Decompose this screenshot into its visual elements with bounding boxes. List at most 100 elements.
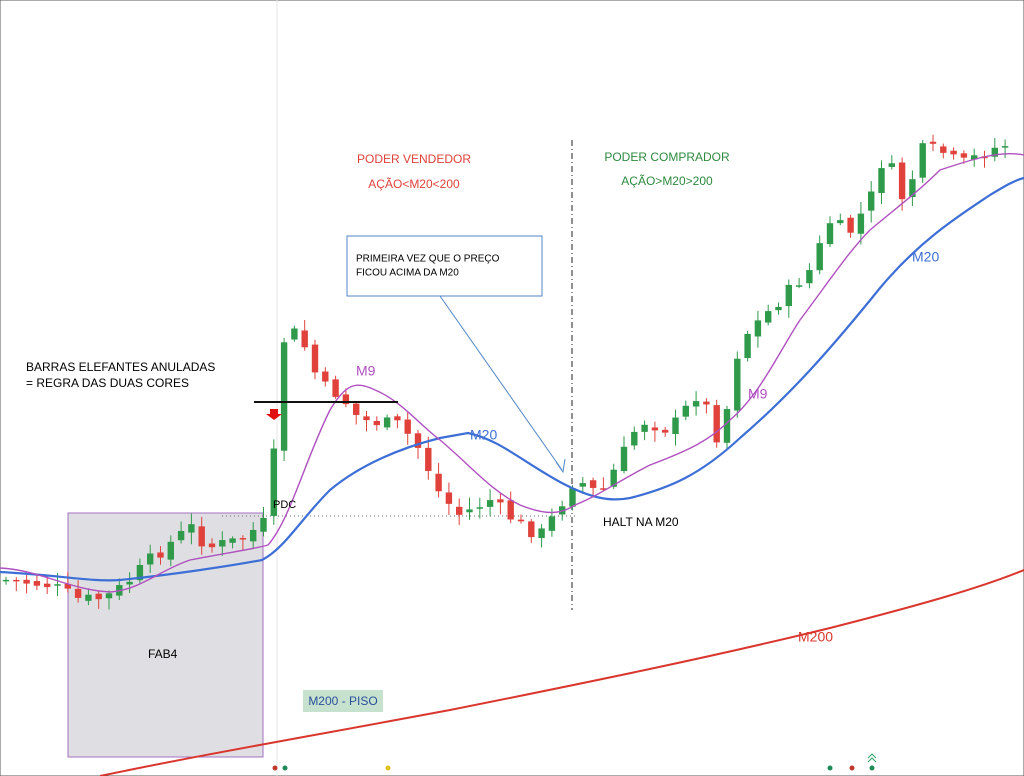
candle-body — [775, 306, 782, 311]
candle-body — [960, 153, 968, 158]
candle-body — [528, 521, 535, 538]
candle-body — [1001, 146, 1009, 148]
event-dot — [385, 765, 391, 771]
candle-body — [971, 155, 978, 160]
candle-body — [342, 394, 350, 405]
candles — [2, 134, 1009, 610]
candle-body — [466, 509, 473, 513]
candle-body — [785, 284, 792, 307]
candle-body — [291, 328, 298, 340]
elephant-text: = REGRA DAS DUAS CORES — [26, 376, 189, 390]
candle-body — [353, 403, 360, 415]
candle-body — [950, 150, 957, 155]
candle-body — [734, 358, 741, 411]
candle-body — [857, 213, 865, 234]
candle-body — [177, 530, 185, 541]
m9-label: M9 — [748, 386, 768, 402]
candle-body — [23, 579, 30, 584]
candle-body — [538, 528, 545, 539]
candle-body — [765, 311, 772, 323]
floor-bg — [303, 690, 383, 712]
candle-body — [64, 583, 71, 589]
fab4-label: FAB4 — [148, 647, 178, 661]
candle-body — [126, 581, 133, 585]
fab4-box — [67, 512, 264, 758]
candle-body — [682, 405, 689, 417]
candle-body — [888, 163, 895, 167]
pdc-label: PDC — [273, 499, 296, 511]
candle-body — [435, 473, 442, 492]
candle-body — [662, 429, 669, 433]
callout-arrowhead — [555, 458, 566, 474]
candle-body — [74, 588, 82, 598]
candle-body — [250, 529, 257, 542]
candle-body — [85, 594, 92, 601]
callout-text: PRIMEIRA VEZ QUE O PREÇO — [356, 254, 500, 265]
event-dot — [869, 765, 875, 771]
candle-body — [136, 565, 144, 581]
candle-body — [847, 217, 854, 233]
elephant-text: BARRAS ELEFANTES ANULADAS — [26, 360, 215, 374]
candle-body — [713, 405, 720, 443]
candle-body — [332, 379, 339, 397]
callout-pointer — [439, 295, 563, 471]
candle-body — [280, 342, 288, 451]
candle-body — [631, 431, 638, 446]
candle-body — [868, 191, 875, 211]
candle-body — [837, 220, 844, 224]
candle-body — [754, 320, 762, 337]
candle-body — [898, 162, 906, 200]
event-dot — [849, 765, 855, 771]
m9-label: M9 — [356, 363, 376, 379]
candle-body — [394, 416, 401, 421]
candle-body — [363, 416, 370, 421]
candle-body — [44, 583, 51, 588]
candle-body — [219, 540, 226, 547]
candle-body — [929, 141, 937, 144]
candle-body — [260, 517, 267, 532]
candle-body — [425, 447, 432, 471]
callout-box — [346, 235, 543, 297]
m20-label: M20 — [470, 427, 497, 443]
sell-title: PODER VENDEDOR — [357, 152, 471, 166]
candle-body — [517, 519, 525, 522]
candle-body — [229, 538, 236, 543]
candle-body — [620, 446, 628, 472]
candle-body — [589, 480, 597, 488]
candle-body — [54, 584, 61, 586]
event-dot — [272, 765, 278, 771]
candle-body — [2, 579, 10, 582]
candle-body — [301, 330, 308, 348]
candle-body — [373, 420, 380, 426]
candle-body — [826, 223, 834, 245]
candle-body — [723, 409, 731, 443]
candle-body — [456, 506, 463, 515]
candle-body — [95, 593, 102, 600]
buy-title: PODER COMPRADOR — [604, 150, 730, 164]
candle-body — [414, 433, 422, 448]
candle-body — [208, 543, 216, 548]
candle-body — [486, 500, 494, 507]
buy-rule: AÇÃO>M20>200 — [621, 174, 713, 188]
candle-body — [569, 488, 576, 507]
candle-body — [404, 419, 411, 434]
candle-body — [806, 270, 813, 284]
m20-line — [0, 176, 1024, 582]
candle-body — [33, 581, 41, 586]
candle-body — [167, 541, 174, 560]
candle-body — [198, 526, 205, 547]
candle-body — [795, 285, 803, 287]
m20-label: M20 — [912, 249, 939, 265]
candle-body — [239, 538, 247, 540]
candle-body — [147, 553, 154, 565]
candle-body — [270, 448, 277, 516]
candle-body — [383, 417, 391, 428]
candle-body — [878, 168, 885, 194]
candle-body — [13, 579, 20, 582]
candle-body — [507, 500, 514, 520]
candle-body — [548, 516, 556, 531]
m200-line — [99, 569, 1024, 776]
candle-body — [692, 401, 700, 407]
candle-body — [497, 499, 504, 503]
